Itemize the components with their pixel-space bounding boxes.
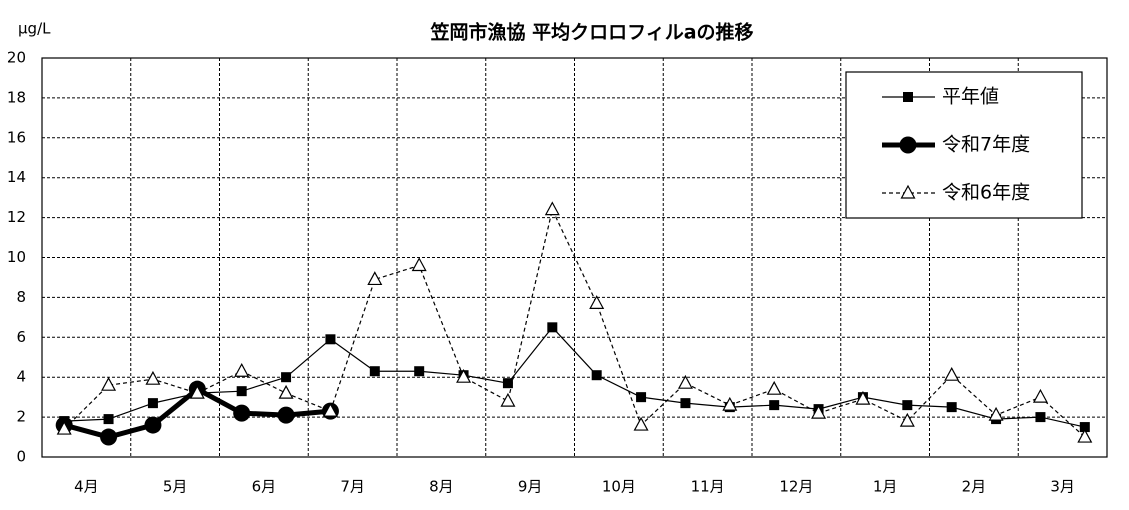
marker bbox=[281, 372, 292, 383]
marker bbox=[766, 380, 782, 395]
marker bbox=[899, 412, 915, 427]
legend-label: 平年値 bbox=[942, 86, 999, 108]
marker bbox=[946, 402, 957, 413]
marker bbox=[411, 257, 427, 272]
x-tick-label: 11月 bbox=[691, 478, 725, 496]
marker bbox=[277, 406, 295, 424]
marker bbox=[100, 428, 118, 446]
x-tick-label: 7月 bbox=[340, 478, 365, 496]
y-tick-label: 18 bbox=[7, 88, 26, 106]
marker bbox=[589, 295, 605, 309]
legend-label: 令和6年度 bbox=[942, 182, 1030, 204]
y-tick-label: 4 bbox=[16, 368, 26, 386]
series-line bbox=[64, 326, 1085, 428]
marker bbox=[1079, 422, 1090, 433]
x-tick-label: 5月 bbox=[163, 478, 188, 496]
marker bbox=[544, 201, 560, 216]
chart-title: 笠岡市漁協 平均クロロフィルaの推移 bbox=[429, 21, 753, 44]
marker bbox=[722, 396, 738, 411]
marker bbox=[636, 392, 647, 403]
x-tick-label: 12月 bbox=[779, 478, 813, 496]
marker bbox=[500, 392, 516, 407]
marker bbox=[414, 366, 425, 377]
marker bbox=[502, 378, 513, 389]
marker bbox=[811, 404, 827, 419]
marker bbox=[591, 370, 602, 381]
marker bbox=[547, 322, 558, 333]
marker bbox=[234, 362, 250, 377]
series-line bbox=[63, 209, 1086, 438]
y-unit: μg/L bbox=[18, 20, 51, 38]
y-tick-label: 20 bbox=[7, 49, 26, 67]
marker bbox=[680, 398, 691, 409]
marker bbox=[633, 416, 649, 431]
marker bbox=[944, 366, 960, 381]
x-tick-label: 1月 bbox=[873, 478, 898, 496]
x-tick-label: 10月 bbox=[602, 478, 636, 496]
marker bbox=[144, 416, 162, 434]
y-tick-label: 10 bbox=[7, 248, 26, 266]
marker bbox=[101, 376, 117, 391]
x-tick-label: 8月 bbox=[429, 478, 454, 496]
marker bbox=[456, 368, 472, 383]
marker bbox=[1032, 388, 1048, 403]
marker bbox=[1077, 428, 1093, 443]
marker bbox=[236, 386, 247, 397]
y-tick-label: 6 bbox=[16, 328, 26, 346]
marker bbox=[1035, 412, 1046, 423]
y-tick-label: 12 bbox=[7, 208, 26, 226]
marker bbox=[988, 406, 1004, 421]
marker bbox=[677, 374, 693, 389]
marker bbox=[903, 92, 913, 102]
x-tick-label: 6月 bbox=[252, 478, 277, 496]
y-tick-label: 2 bbox=[16, 408, 26, 426]
marker bbox=[900, 184, 916, 199]
x-tick-label: 2月 bbox=[962, 478, 987, 496]
marker bbox=[322, 402, 338, 417]
marker bbox=[769, 400, 780, 411]
y-tick-label: 14 bbox=[7, 168, 26, 186]
marker bbox=[367, 271, 383, 286]
y-tick-label: 0 bbox=[16, 448, 26, 466]
marker bbox=[147, 398, 158, 409]
legend-label: 令和7年度 bbox=[942, 134, 1030, 156]
x-tick-label: 4月 bbox=[74, 478, 99, 496]
y-tick-label: 16 bbox=[7, 128, 26, 146]
marker bbox=[325, 334, 336, 345]
marker bbox=[899, 136, 917, 154]
marker bbox=[369, 366, 380, 377]
marker bbox=[278, 384, 294, 399]
y-tick-label: 8 bbox=[16, 288, 26, 306]
marker bbox=[233, 404, 251, 422]
marker bbox=[56, 420, 72, 435]
marker bbox=[189, 384, 205, 399]
marker bbox=[103, 414, 114, 425]
marker bbox=[145, 370, 161, 385]
plot-border bbox=[41, 57, 1108, 458]
marker bbox=[855, 390, 871, 405]
x-tick-label: 9月 bbox=[518, 478, 543, 496]
marker bbox=[902, 400, 913, 411]
x-tick-label: 3月 bbox=[1050, 478, 1075, 496]
